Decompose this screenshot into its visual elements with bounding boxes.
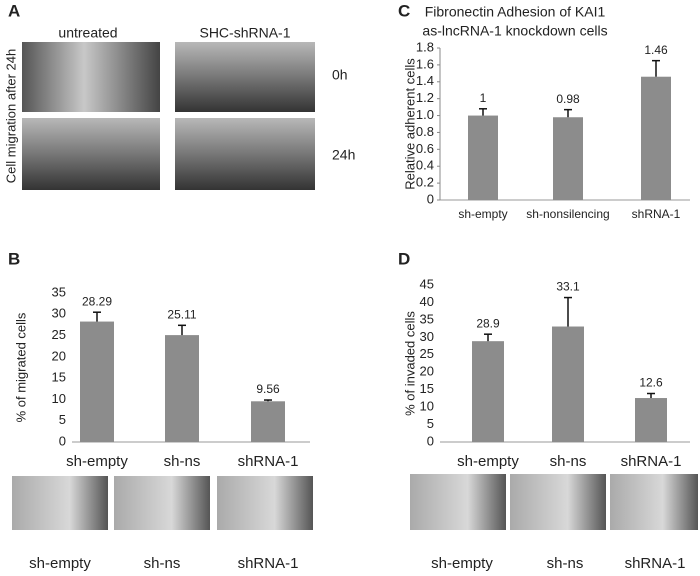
image-label: shRNA-1 bbox=[625, 555, 686, 572]
y-axis-label: % of invaded cells bbox=[402, 311, 417, 416]
value-label: 1.46 bbox=[644, 43, 668, 57]
image bbox=[510, 474, 606, 530]
y-tick-label: 15 bbox=[52, 370, 66, 385]
row-label: 0h bbox=[332, 67, 348, 83]
image bbox=[175, 42, 315, 112]
image-label: sh-empty bbox=[431, 555, 493, 572]
y-tick-label: 30 bbox=[52, 306, 66, 321]
y-tick-label: 1.4 bbox=[416, 73, 434, 88]
row-label: 24h bbox=[332, 147, 355, 163]
y-tick-label: 10 bbox=[420, 399, 434, 414]
panel-letter: D bbox=[398, 249, 410, 268]
x-tick-label: shRNA-1 bbox=[632, 207, 681, 221]
y-tick-label: 45 bbox=[420, 276, 434, 291]
y-tick-label: 25 bbox=[420, 346, 434, 361]
chart-title: Fibronectin Adhesion of KAI1 bbox=[425, 4, 606, 20]
bar bbox=[553, 117, 583, 200]
value-label: 9.56 bbox=[256, 382, 280, 396]
side-label: Cell migration after 24h bbox=[3, 49, 18, 183]
bar bbox=[472, 341, 504, 442]
image bbox=[217, 476, 313, 530]
column-label: untreated bbox=[58, 25, 117, 41]
panel-letter: A bbox=[8, 1, 20, 20]
image bbox=[22, 42, 160, 112]
y-tick-label: 0.4 bbox=[416, 158, 434, 173]
micrographs bbox=[12, 42, 698, 530]
x-tick-label: sh-empty bbox=[457, 453, 519, 470]
y-tick-label: 0 bbox=[427, 433, 434, 448]
image-label: sh-ns bbox=[144, 555, 181, 572]
y-tick-label: 40 bbox=[420, 294, 434, 309]
panel-letter: C bbox=[398, 1, 410, 20]
y-tick-label: 1.8 bbox=[416, 39, 434, 54]
value-label: 28.29 bbox=[82, 294, 112, 308]
y-tick-label: 25 bbox=[52, 327, 66, 342]
image-label: shRNA-1 bbox=[238, 555, 299, 572]
bar bbox=[552, 326, 584, 442]
y-tick-label: 20 bbox=[420, 364, 434, 379]
x-tick-label: shRNA-1 bbox=[238, 453, 299, 470]
value-label: 12.6 bbox=[639, 376, 663, 390]
y-tick-label: 35 bbox=[52, 284, 66, 299]
image bbox=[22, 118, 160, 190]
y-tick-label: 20 bbox=[52, 348, 66, 363]
bar bbox=[251, 401, 285, 442]
image bbox=[410, 474, 506, 530]
y-axis-label: Relative adherent cells bbox=[402, 58, 417, 190]
image bbox=[175, 118, 315, 190]
bar bbox=[635, 398, 667, 442]
x-tick-label: sh-ns bbox=[550, 453, 587, 470]
chart-title: as-lncRNA-1 knockdown cells bbox=[422, 23, 607, 39]
x-tick-label: sh-nonsilencing bbox=[526, 207, 609, 221]
panel-letter: B bbox=[8, 249, 20, 268]
y-tick-label: 15 bbox=[420, 381, 434, 396]
bar bbox=[165, 335, 199, 442]
image-label: sh-empty bbox=[29, 555, 91, 572]
y-tick-label: 0.6 bbox=[416, 141, 434, 156]
y-tick-label: 0 bbox=[427, 191, 434, 206]
image-label: sh-ns bbox=[547, 555, 584, 572]
x-tick-label: sh-empty bbox=[458, 207, 507, 221]
column-label: SHC-shRNA-1 bbox=[199, 25, 290, 41]
value-label: 0.98 bbox=[556, 92, 580, 106]
y-tick-label: 1.0 bbox=[416, 107, 434, 122]
x-tick-label: shRNA-1 bbox=[621, 453, 682, 470]
bar bbox=[641, 76, 671, 200]
x-tick-label: sh-ns bbox=[164, 453, 201, 470]
y-tick-label: 0.8 bbox=[416, 124, 434, 139]
y-tick-label: 1.6 bbox=[416, 56, 434, 71]
y-tick-label: 30 bbox=[420, 329, 434, 344]
image bbox=[12, 476, 108, 530]
value-label: 25.11 bbox=[167, 307, 196, 321]
y-tick-label: 35 bbox=[420, 311, 434, 326]
value-label: 33.1 bbox=[556, 280, 580, 294]
y-tick-label: 10 bbox=[52, 391, 66, 406]
x-tick-label: sh-empty bbox=[66, 453, 128, 470]
bar bbox=[80, 321, 114, 442]
y-tick-label: 0 bbox=[59, 433, 66, 448]
image bbox=[114, 476, 210, 530]
y-tick-label: 5 bbox=[427, 416, 434, 431]
y-axis-label: % of migrated cells bbox=[13, 312, 28, 422]
y-tick-label: 5 bbox=[59, 412, 66, 427]
value-label: 28.9 bbox=[476, 316, 500, 330]
bar bbox=[468, 115, 498, 200]
y-tick-label: 0.2 bbox=[416, 175, 434, 190]
value-label: 1 bbox=[480, 91, 487, 105]
y-tick-label: 1.2 bbox=[416, 90, 434, 105]
image bbox=[610, 474, 698, 530]
